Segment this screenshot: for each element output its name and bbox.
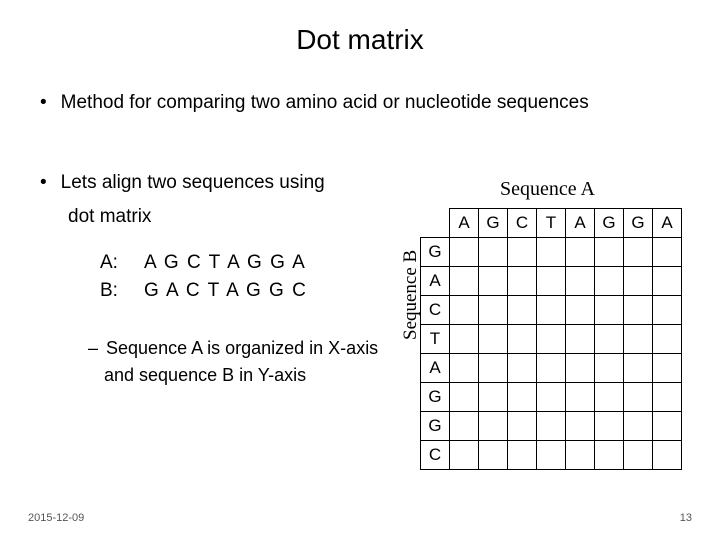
matrix-cell — [479, 383, 508, 412]
matrix-cell — [566, 325, 595, 354]
matrix-cell — [479, 267, 508, 296]
matrix-cell — [624, 412, 653, 441]
sequence-b-label: Sequence B — [400, 250, 422, 340]
matrix-cell — [508, 412, 537, 441]
matrix-cell — [595, 441, 624, 470]
slide-title: Dot matrix — [0, 0, 720, 56]
matrix-cell — [595, 238, 624, 267]
dot-matrix-table: AGCTAGGAGACTAGGC — [420, 208, 682, 470]
matrix-row-header: A — [421, 354, 450, 383]
matrix-cell — [624, 383, 653, 412]
matrix-row-header: C — [421, 296, 450, 325]
matrix-cell — [653, 325, 682, 354]
matrix-cell — [595, 296, 624, 325]
matrix-cell — [479, 412, 508, 441]
matrix-cell — [537, 383, 566, 412]
matrix-cell — [479, 325, 508, 354]
matrix-row-header: A — [421, 267, 450, 296]
matrix-cell — [537, 296, 566, 325]
matrix-cell — [479, 296, 508, 325]
matrix-cell — [537, 238, 566, 267]
matrix-cell — [566, 267, 595, 296]
matrix-cell — [566, 238, 595, 267]
seq-b-prefix: B: — [100, 280, 144, 302]
seq-b-text: G A C T A G G C — [144, 280, 307, 301]
matrix-cell — [595, 267, 624, 296]
matrix-cell — [450, 441, 479, 470]
matrix-cell — [624, 354, 653, 383]
matrix-cell — [653, 238, 682, 267]
matrix-col-header: G — [624, 209, 653, 238]
matrix-cell — [508, 267, 537, 296]
matrix-cell — [450, 296, 479, 325]
sequence-a-label: Sequence A — [500, 178, 595, 201]
matrix-cell — [508, 354, 537, 383]
matrix-row-header: C — [421, 441, 450, 470]
matrix-cell — [624, 325, 653, 354]
matrix-cell — [450, 412, 479, 441]
matrix-cell — [566, 354, 595, 383]
footer-page: 13 — [680, 512, 692, 524]
matrix-cell — [566, 296, 595, 325]
matrix-cell — [450, 267, 479, 296]
footer-date: 2015-12-09 — [28, 512, 84, 524]
matrix-cell — [537, 412, 566, 441]
matrix-cell — [508, 296, 537, 325]
matrix-cell — [595, 383, 624, 412]
matrix-row-header: G — [421, 412, 450, 441]
matrix-row-header: T — [421, 325, 450, 354]
seq-a-text: A G C T A G G A — [144, 252, 306, 273]
matrix-col-header: G — [479, 209, 508, 238]
matrix-cell — [450, 325, 479, 354]
matrix-cell — [566, 441, 595, 470]
matrix-col-header: A — [566, 209, 595, 238]
matrix-cell — [624, 267, 653, 296]
matrix-cell — [653, 354, 682, 383]
matrix-cell — [450, 383, 479, 412]
matrix-cell — [537, 325, 566, 354]
matrix-cell — [624, 238, 653, 267]
seq-a-prefix: A: — [100, 252, 144, 274]
matrix-col-header: G — [595, 209, 624, 238]
matrix-cell — [595, 354, 624, 383]
matrix-cell — [508, 383, 537, 412]
matrix-cell — [537, 441, 566, 470]
matrix-cell — [566, 383, 595, 412]
matrix-cell — [479, 441, 508, 470]
matrix-cell — [595, 325, 624, 354]
matrix-cell — [653, 296, 682, 325]
matrix-col-header: C — [508, 209, 537, 238]
matrix-cell — [653, 383, 682, 412]
matrix-cell — [653, 441, 682, 470]
matrix-cell — [653, 412, 682, 441]
matrix-cell — [508, 325, 537, 354]
matrix-col-header: A — [450, 209, 479, 238]
matrix-cell — [508, 441, 537, 470]
matrix-cell — [479, 354, 508, 383]
matrix-row-header: G — [421, 383, 450, 412]
matrix-cell — [595, 412, 624, 441]
matrix-cell — [537, 267, 566, 296]
bullet-align: Lets align two sequences using — [40, 172, 720, 194]
matrix-cell — [508, 238, 537, 267]
matrix-cell — [479, 238, 508, 267]
matrix-cell — [624, 296, 653, 325]
matrix-cell — [450, 238, 479, 267]
matrix-cell — [537, 354, 566, 383]
matrix-cell — [450, 354, 479, 383]
matrix-cell — [566, 412, 595, 441]
matrix-cell — [653, 267, 682, 296]
bullet-method: Method for comparing two amino acid or n… — [40, 92, 720, 114]
matrix-col-header: T — [537, 209, 566, 238]
matrix-col-header: A — [653, 209, 682, 238]
matrix-cell — [624, 441, 653, 470]
matrix-row-header: G — [421, 238, 450, 267]
